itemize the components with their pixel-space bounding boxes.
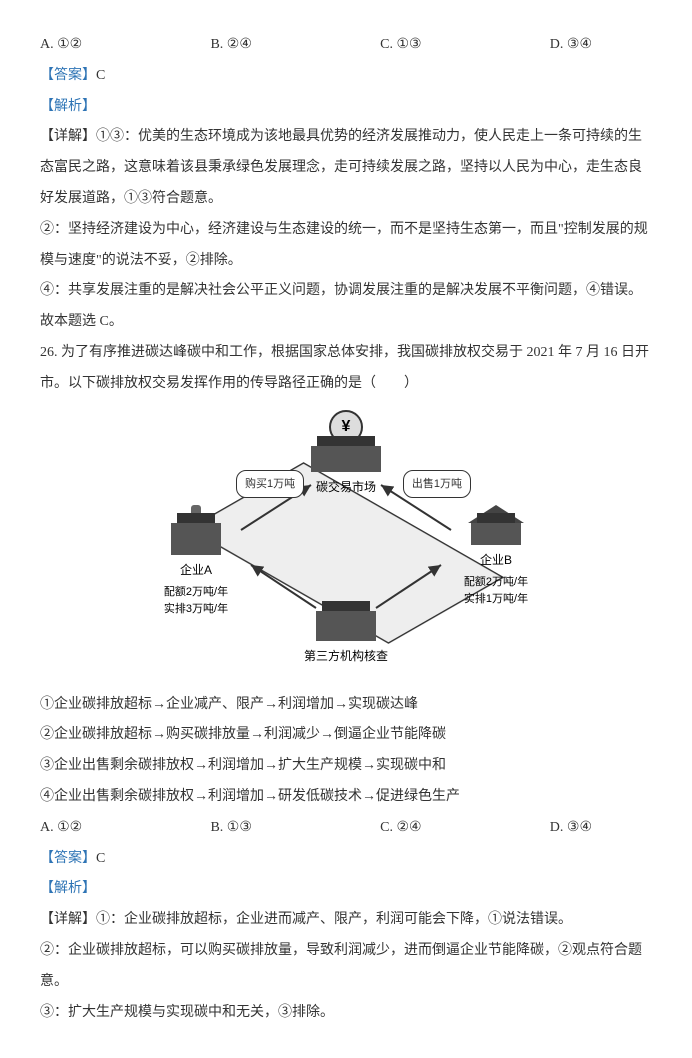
q25-option-a: A. ①② [40,30,82,61]
q26-stmt2: ②企业碳排放超标→购买碳排放量→利润减少→倒逼企业节能降碳 [40,720,652,751]
q25-detail-2: ②：坚持经济建设为中心，经济建设与生态建设的统一，而不是坚持生态第一，而且"控制… [40,215,652,277]
q26-answer: 【答案】C [40,844,652,875]
company-a-line2: 实排3万吨/年 [146,602,246,617]
company-a-building-icon [171,523,221,555]
third-party-building-icon [316,611,376,641]
company-a-line1: 配额2万吨/年 [146,585,246,600]
third-party-node: 第三方机构核查 [286,611,406,669]
third-party-label: 第三方机构核查 [286,643,406,669]
buy-label: 购买1万吨 [236,470,304,498]
q26-options: A. ①② B. ①③ C. ②④ D. ③④ [40,813,652,844]
q26-option-a: A. ①② [40,813,82,844]
q25-option-c: C. ①③ [380,30,421,61]
q26-option-d: D. ③④ [550,813,592,844]
q26-detail-3: ③：扩大生产规模与实现碳中和无关，③排除。 [40,998,652,1029]
market-building-icon [311,446,381,472]
q26-option-c: C. ②④ [380,813,421,844]
q25-conclusion: 故本题选 C。 [40,307,652,338]
market-label: 碳交易市场 [291,474,401,500]
q26-stmt4: ④企业出售剩余碳排放权→利润增加→研发低碳技术→促进绿色生产 [40,782,652,813]
q25-analysis-label: 【解析】 [40,92,652,123]
q26-detail-1: 【详解】①：企业碳排放超标，企业进而减产、限产，利润可能会下降，①说法错误。 [40,905,652,936]
company-b-line1: 配额2万吨/年 [446,575,546,590]
answer-label: 【答案】 [40,851,96,866]
company-a-title: 企业A [146,557,246,583]
q26-stmt1: ①企业碳排放超标→企业减产、限产→利润增加→实现碳达峰 [40,690,652,721]
q26-analysis-label: 【解析】 [40,874,652,905]
answer-value: C [96,851,105,866]
q25-detail-13: 【详解】①③：优美的生态环境成为该地最具优势的经济发展推动力，使人民走上一条可持… [40,122,652,214]
market-node: ¥ 碳交易市场 [291,410,401,500]
company-b-title: 企业B [446,547,546,573]
company-b-line2: 实排1万吨/年 [446,592,546,607]
q25-option-d: D. ③④ [550,30,592,61]
carbon-diagram: ¥ 碳交易市场 企业A 配额2万吨/年 实排3万吨/年 企业B 配额2万吨/年 … [40,410,652,670]
answer-value: C [96,68,105,83]
q25-option-b: B. ②④ [210,30,251,61]
q25-detail-4: ④：共享发展注重的是解决社会公平正义问题，协调发展注重的是解决发展不平衡问题，④… [40,276,652,307]
q26-stmt3: ③企业出售剩余碳排放权→利润增加→扩大生产规模→实现碳中和 [40,751,652,782]
sell-label: 出售1万吨 [403,470,471,498]
company-b-node: 企业B 配额2万吨/年 实排1万吨/年 [446,505,546,608]
q26-option-b: B. ①③ [210,813,251,844]
answer-label: 【答案】 [40,68,96,83]
company-a-node: 企业A 配额2万吨/年 实排3万吨/年 [146,505,246,618]
q25-answer: 【答案】C [40,61,652,92]
q26-detail-2: ②：企业碳排放超标，可以购买碳排放量，导致利润减少，进而倒逼企业节能降碳，②观点… [40,936,652,998]
q25-options: A. ①② B. ②④ C. ①③ D. ③④ [40,30,652,61]
q26-stem: 26. 为了有序推进碳达峰碳中和工作，根据国家总体安排，我国碳排放权交易于 20… [40,338,652,400]
company-b-building-icon [471,523,521,545]
